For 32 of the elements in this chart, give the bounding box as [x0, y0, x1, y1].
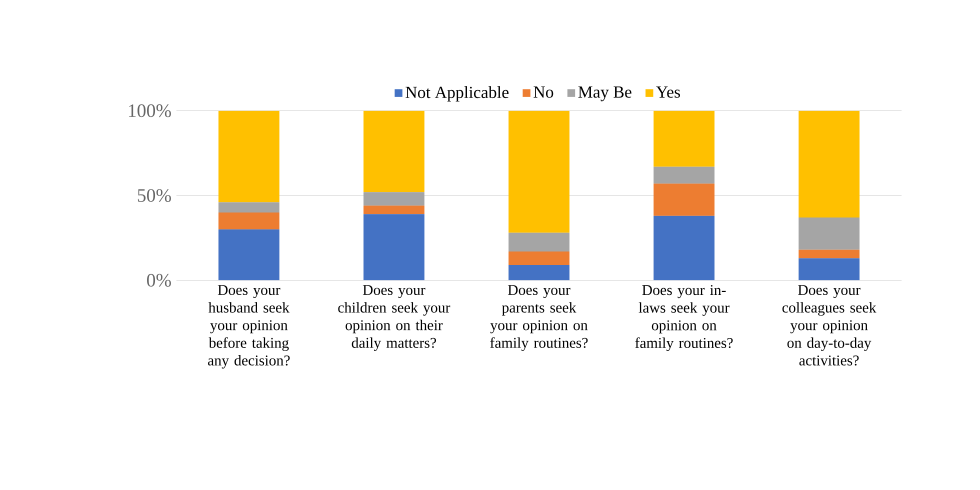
x-tick-label: Does your children seek your opinion on their daily matters? — [338, 285, 450, 351]
legend-label: Not Applicable — [406, 86, 509, 102]
bar — [654, 184, 714, 216]
x-tick-label: Does your husband seek your opinion before taking any decision? — [208, 285, 290, 369]
bar — [364, 192, 424, 206]
bar — [508, 265, 570, 280]
bar — [218, 110, 280, 202]
legend-label: Yes — [656, 86, 680, 98]
bar — [218, 202, 280, 212]
bar — [508, 232, 570, 252]
bar — [798, 110, 860, 218]
bar — [654, 216, 714, 280]
y-tick-label: 50% — [138, 189, 171, 202]
bar — [364, 214, 424, 280]
bar — [798, 258, 860, 280]
bar — [798, 218, 860, 250]
legend-label: No — [534, 86, 554, 98]
bar — [508, 251, 570, 266]
bar — [654, 110, 714, 167]
bar — [364, 110, 424, 192]
bar — [508, 110, 570, 233]
x-tick-label: Does your parents seek your opinion on family routines? — [490, 285, 588, 351]
bar — [364, 206, 424, 214]
bar — [218, 212, 280, 230]
x-tick-label: Does your in-laws seek your opinion on family routines? — [635, 285, 733, 352]
bar — [798, 250, 860, 258]
y-tick-label: 0% — [147, 274, 171, 287]
y-tick-label: 100% — [128, 104, 171, 118]
x-tick-label: Does your colleagues seek your opinion on day-to-day activities? — [782, 285, 876, 366]
bar — [218, 229, 280, 280]
legend-label: May Be — [578, 86, 632, 102]
bar — [654, 166, 714, 184]
